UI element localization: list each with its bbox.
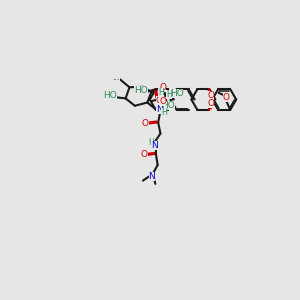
Text: HO: HO [170,89,183,98]
Text: O: O [142,119,149,128]
Text: H: H [158,88,164,97]
Text: O: O [140,151,148,160]
Text: O: O [223,93,230,102]
Text: H: H [161,108,167,117]
Text: O: O [159,97,166,106]
Text: O: O [159,83,166,92]
Text: N: N [156,105,163,114]
Text: HO: HO [161,101,175,110]
Text: HO: HO [103,91,117,100]
Text: O: O [207,99,214,108]
Text: ...: ... [112,73,120,82]
Text: N: N [151,140,158,149]
Text: N: N [148,172,155,182]
Text: O: O [207,91,214,100]
Text: HO: HO [134,86,148,95]
Text: H: H [148,139,154,148]
Text: O: O [156,96,163,105]
Text: H: H [166,90,172,99]
